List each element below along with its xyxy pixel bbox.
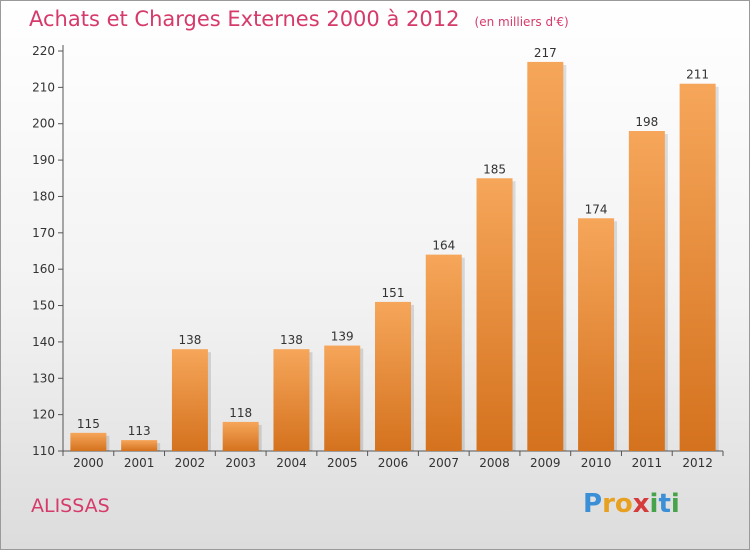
logo-letter: x bbox=[632, 489, 650, 519]
commune-name: ALISSAS bbox=[31, 495, 110, 517]
bar-2001 bbox=[121, 440, 158, 451]
data-label: 217 bbox=[534, 46, 557, 60]
data-label: 138 bbox=[178, 333, 201, 347]
bar-2003 bbox=[222, 421, 259, 451]
y-tick-label: 220 bbox=[32, 44, 55, 58]
logo-letter: P bbox=[583, 489, 603, 519]
data-label: 198 bbox=[635, 115, 658, 129]
x-tick-label: 2011 bbox=[632, 456, 663, 470]
data-label: 113 bbox=[128, 424, 151, 438]
y-tick-label: 160 bbox=[32, 262, 55, 276]
y-tick-label: 190 bbox=[32, 153, 55, 167]
y-tick-label: 170 bbox=[32, 226, 55, 240]
bar-2009 bbox=[527, 61, 564, 452]
axes: 110 120 130 140 150 160 170 180 190 200 210 220 2000… bbox=[32, 44, 724, 470]
chart-units: (en milliers d'€) bbox=[474, 15, 569, 29]
title-row: Achats et Charges Externes 2000 à 2012 (… bbox=[29, 7, 569, 31]
y-tick-label: 210 bbox=[32, 80, 55, 94]
data-label: 118 bbox=[229, 406, 252, 420]
logo-letter: o bbox=[614, 489, 633, 519]
logo-letter: t bbox=[658, 489, 671, 519]
bar-2012 bbox=[679, 83, 716, 452]
bar-2007 bbox=[425, 254, 462, 451]
bar-2008 bbox=[476, 178, 513, 452]
data-label: 211 bbox=[686, 68, 709, 82]
y-tick-label: 130 bbox=[32, 371, 55, 385]
x-tick-label: 2009 bbox=[530, 456, 561, 470]
bar-2005 bbox=[324, 345, 361, 451]
bar-2011 bbox=[628, 131, 665, 451]
x-tick-label: 2006 bbox=[378, 456, 409, 470]
bar-2002 bbox=[171, 349, 208, 451]
logo-letter: i bbox=[670, 489, 680, 519]
data-label: 151 bbox=[382, 286, 405, 300]
x-tick-label: 2005 bbox=[327, 456, 358, 470]
x-tick-label: 2003 bbox=[225, 456, 256, 470]
x-tick-label: 2000 bbox=[73, 456, 104, 470]
logo-letter: r bbox=[602, 489, 615, 519]
y-tick-label: 120 bbox=[32, 408, 55, 422]
bar-2004 bbox=[273, 349, 310, 451]
y-tick-label: 110 bbox=[32, 444, 55, 458]
data-label: 115 bbox=[77, 417, 100, 431]
x-tick-label: 2010 bbox=[581, 456, 612, 470]
x-tick-label: 2004 bbox=[276, 456, 307, 470]
data-label: 139 bbox=[331, 330, 354, 344]
proxiti-logo[interactable]: Proxiti bbox=[583, 489, 680, 519]
y-tick-label: 200 bbox=[32, 117, 55, 131]
chart-title: Achats et Charges Externes 2000 à 2012 bbox=[29, 7, 460, 31]
data-label: 174 bbox=[585, 202, 608, 216]
data-labels: 115 113 138 118 138 139 151 164 185 217 174 198 211 bbox=[77, 46, 709, 438]
logo-letter: i bbox=[649, 489, 659, 519]
x-tick-label: 2001 bbox=[124, 456, 155, 470]
y-tick-label: 140 bbox=[32, 335, 55, 349]
x-tick-label: 2008 bbox=[479, 456, 510, 470]
bar-2006 bbox=[375, 301, 411, 451]
data-label: 164 bbox=[432, 239, 455, 253]
bar-2000 bbox=[70, 432, 107, 451]
x-tick-label: 2007 bbox=[428, 456, 459, 470]
x-tick-label: 2012 bbox=[682, 456, 713, 470]
bar-2010 bbox=[578, 218, 615, 451]
data-label: 138 bbox=[280, 333, 303, 347]
y-tick-label: 180 bbox=[32, 189, 55, 203]
data-label: 185 bbox=[483, 162, 506, 176]
bars bbox=[70, 61, 719, 452]
y-tick-label: 150 bbox=[32, 299, 55, 313]
x-tick-label: 2002 bbox=[175, 456, 206, 470]
